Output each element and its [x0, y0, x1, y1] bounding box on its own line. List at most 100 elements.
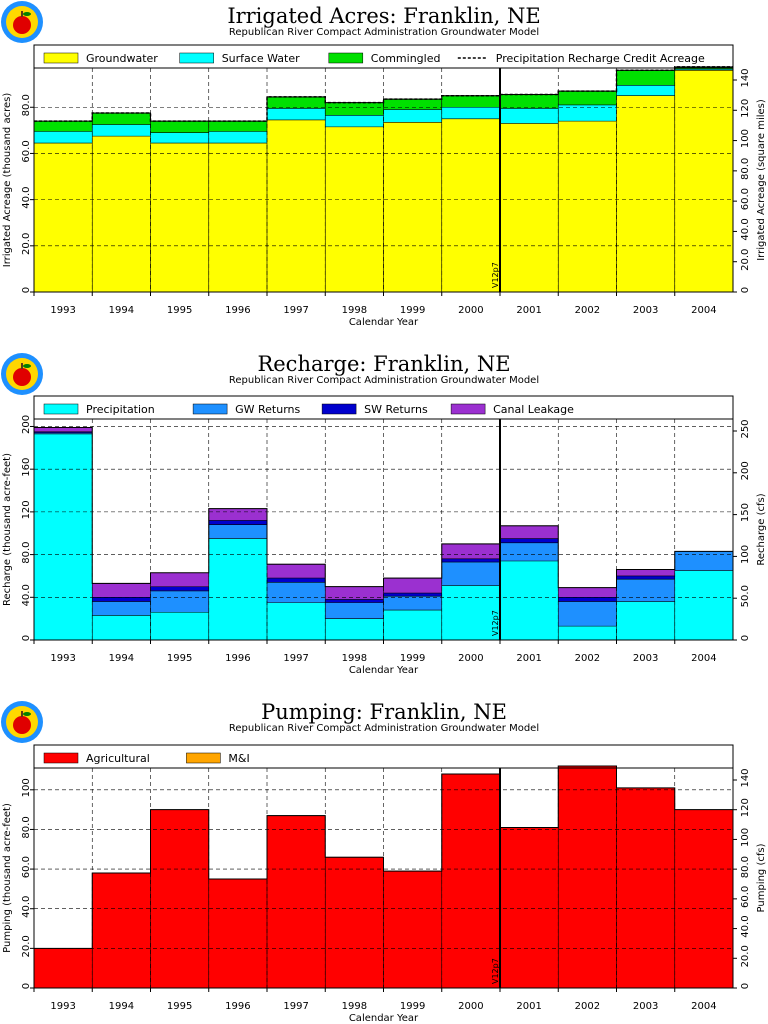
y2-tick-label: 120 [740, 99, 751, 118]
y-tick-label: 100 [21, 778, 32, 797]
bar-segment-1998 [325, 586, 384, 600]
bar-segment-1993 [34, 427, 93, 432]
bar-segment-1994 [92, 873, 151, 988]
bar-segment-1997 [267, 564, 326, 579]
y2-tick-label: 20.0 [740, 249, 751, 271]
x-tick-label: 2001 [516, 653, 541, 664]
y2-tick-label: 60.0 [740, 188, 751, 210]
x-tick-label: 2004 [691, 305, 716, 316]
bar-segment-2002 [558, 626, 617, 640]
x-tick-label: 1993 [50, 1001, 75, 1012]
y-tick-label: 0 [21, 983, 32, 989]
bar-segment-2003 [616, 601, 675, 640]
bar-segment-1997 [267, 602, 326, 640]
bar-segment-1997 [267, 108, 326, 120]
bar-segment-2003 [616, 579, 675, 602]
bar-segment-1995 [150, 809, 209, 988]
bar-segment-2002 [558, 766, 617, 988]
chart-panel-2: Agricultural M&I V12p7 0 20.0 40.0 60.0 80.0 100… [2, 744, 767, 1024]
bar-segment-2001 [500, 827, 559, 988]
y-axis-label: Recharge (thousand acre-feet) [2, 453, 13, 606]
chart-panel-0: Groundwater Surface Water Commingled Precip… [2, 44, 767, 328]
bar-segment-1997 [267, 578, 326, 583]
y-tick-label: 80.0 [21, 94, 32, 116]
bar-segment-1994 [92, 615, 151, 640]
bar-segment-2004 [674, 809, 733, 988]
legend-swatch [450, 403, 486, 415]
legend-swatch [43, 403, 79, 415]
x-tick-label: 2003 [633, 305, 658, 316]
y-tick-label: 0 [21, 635, 32, 641]
y-tick-label: 40.0 [21, 584, 32, 606]
bar-segment-1993 [34, 433, 93, 640]
bar-segment-1996 [208, 520, 267, 525]
legend-label: Precipitation Recharge Credit Acreage [496, 52, 705, 65]
x-tick-label: 1994 [109, 653, 134, 664]
bar-segment-2001 [500, 94, 559, 109]
x-tick-label: 1996 [225, 305, 250, 316]
bar-segment-1997 [267, 96, 326, 109]
y2-axis-label: Irrigated Acreage (square miles) [756, 99, 767, 261]
x-tick-label: 1994 [109, 1001, 134, 1012]
y2-tick-label: 40.0 [740, 915, 751, 937]
bar-segment-2004 [674, 570, 733, 640]
bar-segment-1999 [383, 610, 442, 640]
y-tick-label: 80.0 [21, 541, 32, 563]
x-tick-label: 2002 [575, 305, 600, 316]
x-tick-label: 1995 [167, 305, 192, 316]
y2-tick-label: 100 [740, 129, 751, 148]
bar-segment-1994 [92, 601, 151, 616]
bar-segment-2002 [558, 104, 617, 122]
x-tick-label: 2004 [691, 1001, 716, 1012]
y-tick-label: 60.0 [21, 140, 32, 162]
bar-segment-2003 [616, 575, 675, 580]
bar-segment-1995 [150, 612, 209, 640]
y2-tick-label: 0 [740, 287, 751, 293]
legend-swatch [186, 752, 221, 764]
x-tick-label: 1998 [342, 653, 367, 664]
bar-segment-2001 [500, 542, 559, 561]
bar-segment-1996 [208, 131, 267, 144]
version-marker-label: V12p7 [491, 262, 500, 288]
chart-subtitle-recharge: Republican River Compact Administration … [228, 375, 540, 386]
bar-segment-1995 [150, 586, 209, 591]
bar-segment-1996 [208, 878, 267, 988]
bar-segment-2002 [558, 597, 617, 602]
legend-swatch [192, 403, 228, 415]
bar-segment-1993 [34, 131, 93, 144]
legend-label: Commingled [371, 52, 441, 65]
bar-segment-2001 [500, 108, 559, 124]
x-tick-label: 2001 [516, 305, 541, 316]
legend-swatch [43, 52, 79, 64]
bar-segment-1996 [208, 121, 267, 132]
bar-segment-1999 [383, 593, 442, 597]
bar-segment-1999 [383, 99, 442, 110]
legend-swatch [179, 52, 214, 64]
bar-segment-1998 [325, 115, 384, 127]
x-tick-label: 1995 [167, 653, 192, 664]
bar-segment-2000 [441, 543, 500, 559]
y-tick-label: 40.0 [21, 896, 32, 918]
x-tick-label: 1999 [400, 1001, 425, 1012]
bar-segment-1998 [325, 618, 384, 640]
bar-segment-1998 [325, 126, 384, 292]
bar-segment-2002 [558, 121, 617, 292]
bar-segment-2002 [558, 601, 617, 627]
y2-tick-label: 150 [740, 503, 751, 522]
x-tick-label: 1993 [50, 305, 75, 316]
bar-segment-2004 [674, 69, 733, 71]
bar-segment-2003 [616, 85, 675, 96]
bar-segment-1997 [267, 815, 326, 988]
bar-segment-1996 [208, 508, 267, 521]
x-tick-label: 1998 [342, 1001, 367, 1012]
y2-tick-label: 60.0 [740, 886, 751, 908]
bar-segment-1998 [325, 857, 384, 988]
y2-tick-label: 80.0 [740, 158, 751, 180]
legend-swatch [321, 403, 357, 415]
y-tick-label: 20.0 [21, 233, 32, 255]
bar-segment-1994 [92, 597, 151, 602]
bar-segment-1999 [383, 122, 442, 293]
y-axis-label: Pumping (thousand acre-feet) [2, 803, 13, 953]
y2-tick-label: 250 [740, 419, 751, 438]
